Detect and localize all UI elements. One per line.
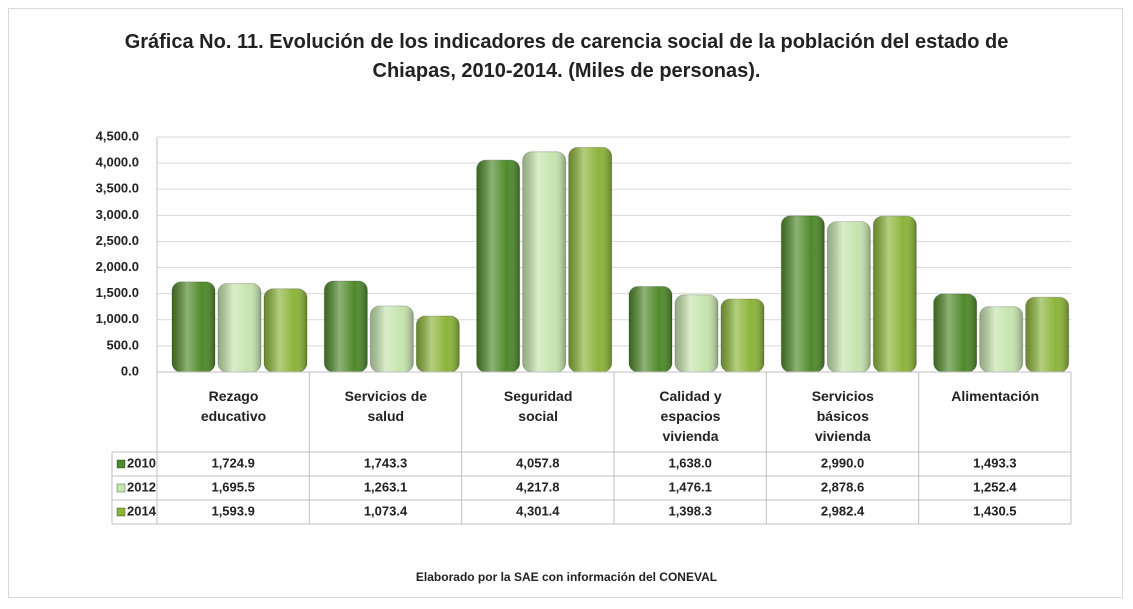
value-label: 1,743.3 [364, 455, 407, 470]
value-label: 1,073.4 [364, 503, 408, 518]
value-label: 1,263.1 [364, 479, 407, 494]
category-label: Calidad y espacios vivienda [659, 388, 722, 444]
y-tick-label: 500.0 [106, 337, 139, 352]
bar-shine [218, 283, 261, 372]
value-label: 2,990.0 [821, 455, 864, 470]
bar-shine [324, 280, 368, 372]
chart-title: Gráfica No. 11. Evolución de los indicad… [124, 31, 1009, 82]
bar-shine [827, 221, 871, 372]
y-tick-label: 2,000.0 [96, 259, 139, 274]
value-label: 1,430.5 [973, 503, 1016, 518]
value-label: 1,252.4 [973, 479, 1017, 494]
bar-shine [264, 288, 307, 372]
category-label: Rezago educativo [200, 388, 267, 424]
bar-shine [979, 306, 1023, 372]
legend-label: 2014 [127, 503, 157, 518]
bar-shine [172, 281, 215, 372]
category-label: Servicios de salud [344, 388, 428, 424]
y-tick-label: 0.0 [121, 363, 139, 378]
bar-shine [370, 306, 414, 372]
legend-key [116, 459, 126, 469]
bar-shine [721, 298, 764, 372]
legend-key [116, 507, 126, 517]
category-label: Alimentación [951, 388, 1040, 404]
value-label: 2,878.6 [821, 479, 864, 494]
value-label: 1,476.1 [668, 479, 711, 494]
value-label: 4,057.8 [516, 455, 559, 470]
value-label: 2,982.4 [821, 503, 865, 518]
bar-shine [933, 294, 977, 372]
bar-shine [568, 147, 612, 372]
value-label: 1,593.9 [211, 503, 254, 518]
category-label: Seguridad social [503, 388, 573, 424]
bar-shine [1025, 297, 1069, 372]
y-tick-label: 3,500.0 [96, 181, 139, 196]
legend-label: 2010 [127, 455, 156, 470]
value-label: 1,724.9 [211, 455, 254, 470]
y-tick-label: 2,500.0 [96, 233, 139, 248]
y-tick-label: 3,000.0 [96, 207, 139, 222]
y-tick-label: 4,000.0 [96, 155, 139, 170]
bar-shine [476, 160, 520, 372]
y-tick-label: 1,500.0 [96, 285, 139, 300]
frame [8, 8, 1123, 598]
y-tick-label: 1,000.0 [96, 311, 139, 326]
legend-key [116, 483, 126, 493]
bar-shine [416, 315, 460, 372]
value-label: 1,398.3 [668, 503, 711, 518]
bar-shine [781, 215, 825, 372]
y-tick-label: 4,500.0 [96, 128, 139, 143]
value-label: 1,695.5 [211, 479, 254, 494]
value-label: 4,217.8 [516, 479, 559, 494]
category-label: Servicios básicos vivienda [811, 388, 874, 444]
source-note: Elaborado por la SAE con información del… [415, 570, 718, 584]
value-label: 4,301.4 [516, 503, 560, 518]
legend-label: 2012 [127, 479, 156, 494]
bar-shine [675, 294, 718, 372]
bar-shine [873, 216, 917, 372]
value-label: 1,493.3 [973, 455, 1016, 470]
value-label: 1,638.0 [668, 455, 711, 470]
bar-shine [629, 286, 672, 372]
bar-shine [522, 151, 566, 372]
